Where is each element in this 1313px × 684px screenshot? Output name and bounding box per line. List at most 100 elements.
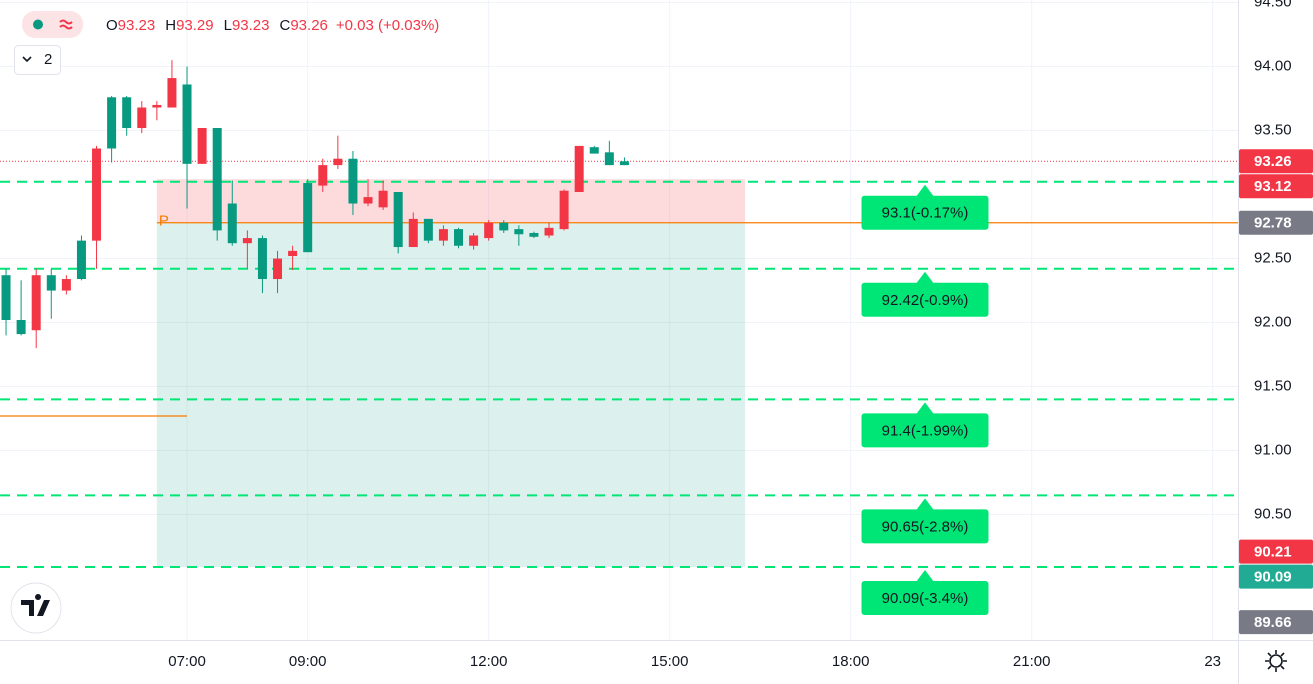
candle-body <box>212 128 222 231</box>
price-label: 93.26 <box>1254 153 1292 170</box>
candle-body <box>438 229 448 241</box>
candle-body <box>76 240 86 280</box>
approx-icon <box>59 19 73 30</box>
y-tick-label: 92.50 <box>1254 250 1292 267</box>
ohlc-legend: O93.23 H93.29 L93.23 C93.26 +0.03 (+0.03%) <box>106 17 439 34</box>
candle-body <box>257 238 267 280</box>
candle-body <box>1 275 11 320</box>
candle-body <box>152 104 162 108</box>
candle-body <box>137 107 147 128</box>
candle-body <box>92 148 102 241</box>
level-label-pointer <box>916 184 934 197</box>
chevron-icon <box>22 56 32 63</box>
target-zone <box>156 222 746 568</box>
gear-ring <box>1269 654 1283 668</box>
y-tick-label: 91.00 <box>1254 442 1292 459</box>
candle-body <box>408 218 418 248</box>
price-label-box <box>1239 610 1313 635</box>
candle-body <box>107 97 117 149</box>
level-label: 93.1(-0.17%) <box>882 205 969 222</box>
price-label: 90.09 <box>1254 569 1292 586</box>
level-label-pointer <box>916 498 934 511</box>
ohlc-key: L <box>224 17 232 34</box>
price-label-box <box>1239 174 1313 199</box>
ohlc-change: +0.03 (+0.03%) <box>336 17 439 34</box>
x-tick-label: 18:00 <box>832 653 870 670</box>
status-dot <box>33 19 43 30</box>
symbol-pill[interactable] <box>22 11 83 38</box>
candle-body <box>544 227 554 236</box>
level-label: 90.09(-3.4%) <box>882 590 969 607</box>
logo-badge[interactable] <box>10 582 62 634</box>
logo <box>21 594 50 616</box>
candle-body <box>122 97 132 128</box>
price-label: 92.78 <box>1254 215 1292 232</box>
x-tick-label: 15:00 <box>651 653 689 670</box>
candle-body <box>499 222 509 231</box>
gear-teeth <box>1265 650 1287 672</box>
candle-body <box>589 147 599 154</box>
price-label-box <box>1239 149 1313 174</box>
ohlc-value: 93.29 <box>176 17 214 34</box>
candle-body <box>514 229 524 235</box>
candle-body <box>303 183 313 253</box>
candle-body <box>16 320 26 335</box>
candle-body <box>484 222 494 239</box>
candle-body <box>559 190 569 230</box>
y-tick-label: 94.50 <box>1254 0 1292 11</box>
candle-body <box>197 128 207 164</box>
price-label-box <box>1239 564 1313 589</box>
stop-zone <box>156 179 746 223</box>
y-tick-label: 92.00 <box>1254 314 1292 331</box>
candle-body <box>469 235 479 246</box>
candle-body <box>423 218 433 241</box>
level-label-box <box>861 509 989 544</box>
price-label: 93.12 <box>1254 178 1292 195</box>
level-label-box <box>861 195 989 230</box>
y-tick-label: 90.50 <box>1254 506 1292 523</box>
pivot-label: P <box>159 213 169 230</box>
legend-count: 2 <box>44 51 52 68</box>
candle-body <box>333 158 343 166</box>
ohlc-key: H <box>165 17 176 34</box>
candle-body <box>227 203 237 244</box>
candle-body <box>273 258 283 280</box>
position-layer <box>156 179 746 568</box>
x-tick-label: 23 <box>1204 653 1221 670</box>
ohlc-key: C <box>280 17 291 34</box>
candle-body <box>619 161 629 166</box>
candle-body <box>182 84 192 164</box>
price-label-box <box>1239 539 1313 564</box>
level-label: 92.42(-0.9%) <box>882 292 969 309</box>
level-label: 91.4(-1.99%) <box>882 422 969 439</box>
ohlc-value: 93.26 <box>290 17 328 34</box>
candle-body <box>529 232 539 237</box>
y-tick-label: 91.50 <box>1254 378 1292 395</box>
lines-layer: P <box>0 160 1313 569</box>
candle-body <box>348 158 358 204</box>
candles-layer <box>1 60 629 349</box>
price-label-box <box>1239 210 1313 235</box>
level-label: 90.65(-2.8%) <box>882 518 969 535</box>
level-label-box <box>861 282 989 317</box>
candle-body <box>574 145 584 192</box>
collapse-button[interactable] <box>14 45 61 75</box>
candle-body <box>454 229 464 246</box>
price-label: 90.21 <box>1254 544 1292 561</box>
candle-body <box>46 275 56 291</box>
level-label-pointer <box>916 402 934 415</box>
candle-body <box>604 152 614 166</box>
candle-body <box>288 250 298 256</box>
x-tick-label: 21:00 <box>1013 653 1051 670</box>
settings-icon[interactable] <box>1265 650 1287 672</box>
level-label-box <box>861 413 989 448</box>
y-tick-label: 93.50 <box>1254 122 1292 139</box>
candle-body <box>378 190 388 208</box>
level-label-box <box>861 581 989 616</box>
candle-body <box>61 279 71 291</box>
x-tick-label: 12:00 <box>470 653 508 670</box>
y-tick-label: 94.00 <box>1254 58 1292 75</box>
labels-layer: 93.1(-0.17%) 92.42(-0.9%) 91.4(-1.99%) 90.6… <box>861 184 989 616</box>
